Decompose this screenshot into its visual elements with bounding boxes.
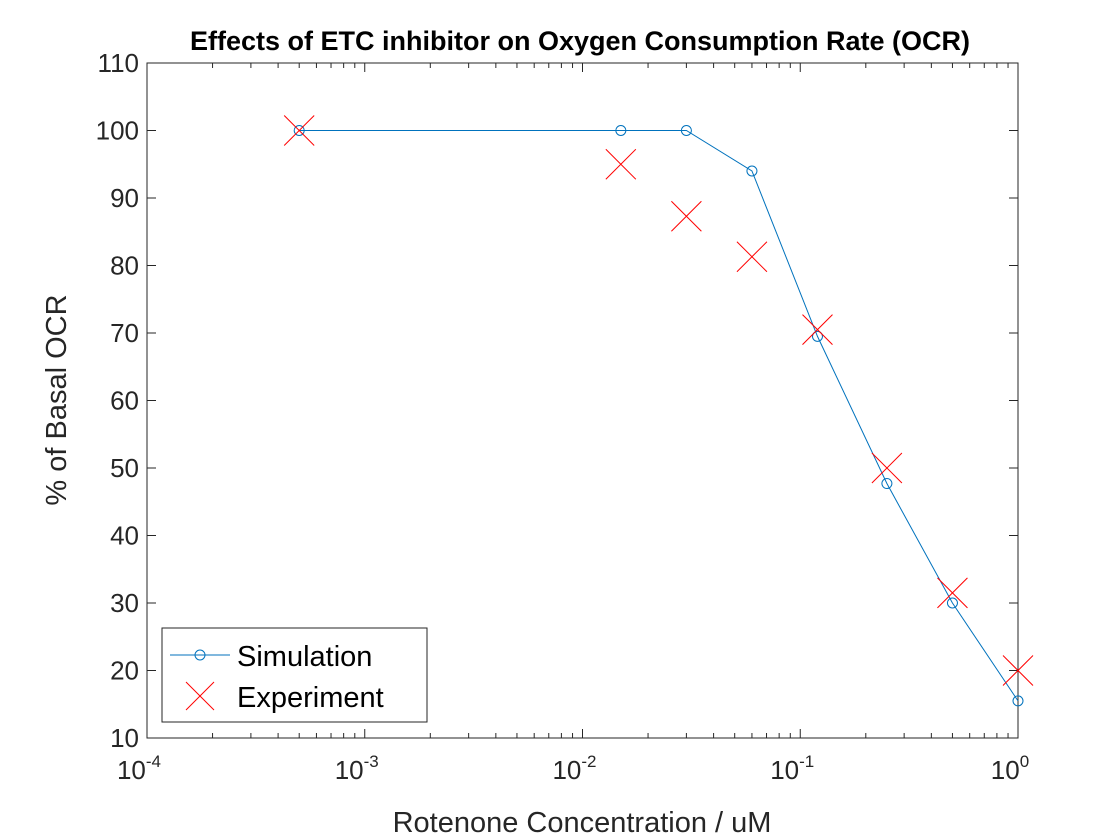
x-tick-base: 10 <box>335 755 364 785</box>
x-axis: 10-4 10-3 10-2 10-1 100 <box>117 63 1029 785</box>
y-tick-label: 60 <box>110 386 139 416</box>
y-tick-label: 50 <box>110 453 139 483</box>
x-tick-label: 10-3 <box>335 752 379 785</box>
x-tick-label: 10-1 <box>770 752 814 785</box>
simulation-point <box>615 125 627 136</box>
x-tick-base: 10 <box>552 755 581 785</box>
y-tick-label: 20 <box>110 656 139 686</box>
simulation-point <box>293 125 305 136</box>
chart-title: Effects of ETC inhibitor on Oxygen Consu… <box>190 26 970 56</box>
legend-simulation-marker <box>194 649 206 661</box>
x-tick-base: 10 <box>770 755 799 785</box>
y-tick-label: 80 <box>110 251 139 281</box>
experiment-point <box>736 241 768 273</box>
simulation-point <box>680 125 692 136</box>
x-tick-exponent: -3 <box>364 752 379 771</box>
y-tick-label: 10 <box>110 723 139 753</box>
y-tick-label: 40 <box>110 521 139 551</box>
x-tick-exponent: 0 <box>1020 752 1029 771</box>
x-axis-label: Rotenone Concentration / uM <box>393 807 772 839</box>
legend: Simulation Experiment <box>161 627 428 723</box>
y-tick-label: 110 <box>98 48 139 78</box>
x-tick-base: 10 <box>117 755 146 785</box>
x-tick-label: 10-2 <box>552 752 596 785</box>
y-axis: 10 20 30 40 50 60 70 80 90 100 110 <box>96 48 1018 753</box>
legend-experiment-marker <box>185 681 215 711</box>
simulation-point <box>946 597 958 609</box>
simulation-point <box>881 478 893 490</box>
experiment-point <box>937 577 968 609</box>
legend-simulation-label: Simulation <box>237 641 372 673</box>
simulation-line <box>299 130 1019 702</box>
experiment-point <box>671 200 702 232</box>
simulation-point <box>811 330 823 342</box>
x-tick-label: 100 <box>991 752 1029 785</box>
simulation-point <box>1012 695 1024 707</box>
y-tick-label: 90 <box>110 183 139 213</box>
x-tick-base: 10 <box>991 755 1020 785</box>
y-tick-label: 70 <box>110 318 139 348</box>
experiment-point <box>1002 655 1034 686</box>
experiment-point <box>871 452 903 484</box>
plot-area <box>146 62 1019 739</box>
legend-box <box>161 627 428 723</box>
y-tick-label: 30 <box>110 588 139 618</box>
experiment-point <box>605 148 637 180</box>
experiment-point <box>283 115 315 146</box>
x-tick-label: 10-4 <box>117 752 161 785</box>
series-layer <box>283 115 1034 707</box>
x-tick-exponent: -2 <box>581 752 596 771</box>
x-tick-exponent: -1 <box>799 752 814 771</box>
x-tick-exponent: -4 <box>146 752 161 771</box>
y-tick-label: 100 <box>96 116 139 146</box>
experiment-point <box>802 314 833 345</box>
legend-experiment-label: Experiment <box>237 682 384 714</box>
y-axis-label: % of Basal OCR <box>41 294 73 505</box>
simulation-point <box>746 165 758 177</box>
